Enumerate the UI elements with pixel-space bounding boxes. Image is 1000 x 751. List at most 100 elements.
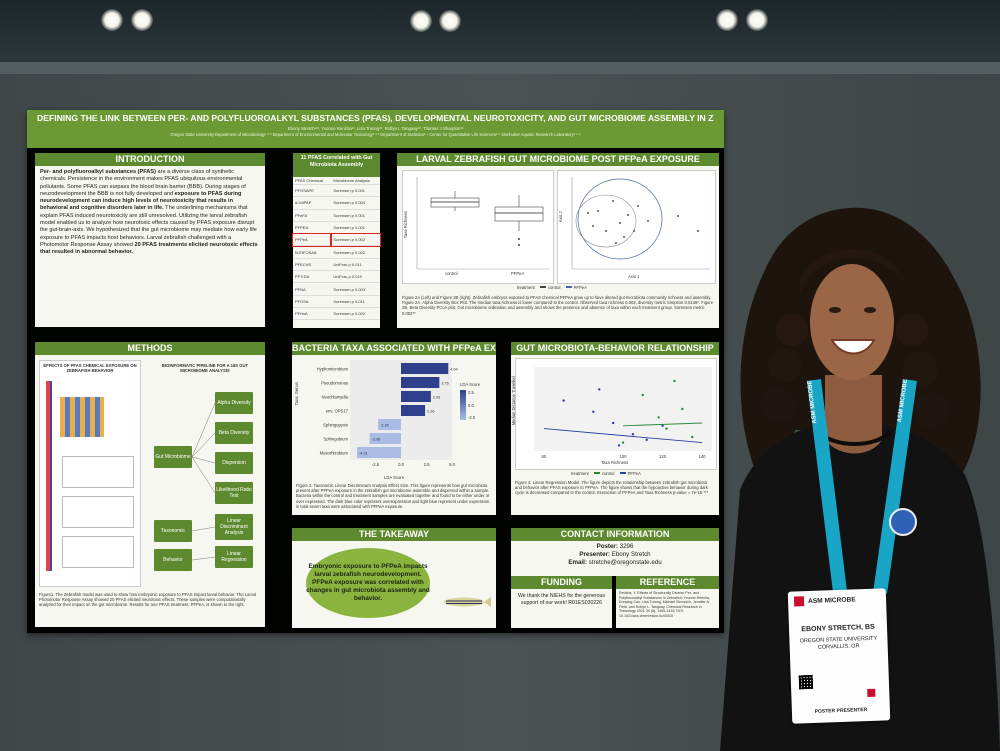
takeaway-header: THE TAKEAWAY <box>292 528 496 541</box>
regression-xlabel: Taxa Richness <box>601 460 629 465</box>
table-cell: Sorensen p 0.002 <box>331 307 380 321</box>
regression-point <box>657 416 660 419</box>
node-lda: Linear Discriminant Analysis <box>215 514 253 540</box>
lda-value-label: 3.76 <box>441 382 448 386</box>
funding-text: We thank the NIEHS for the generous supp… <box>518 593 605 606</box>
table-cell: PFPeA <box>291 232 333 248</box>
contact-email: stretche@oregonstate.edu <box>588 559 662 566</box>
boxplot-svg <box>416 177 549 270</box>
intro-text-2: The underlining mechanisms that explain … <box>40 205 257 248</box>
node-likelihood-ratio: Likelihood Ratio Test <box>215 482 253 504</box>
methods-panel: METHODS EFFECTS OF PFAS CHEMICAL EXPOSUR… <box>35 342 265 627</box>
zebrafish-icon <box>444 597 491 607</box>
regression-chart: 60 100 120 140 <box>515 358 717 470</box>
legend-control: control <box>547 285 561 290</box>
contact-body: Poster: 3296 Presenter: Ebony Stretch Em… <box>511 541 719 567</box>
poster-title: DEFINING THE LINK BETWEEN PER- AND POLYF… <box>37 113 714 123</box>
node-alpha-diversity: Alpha Diversity <box>215 392 253 414</box>
reference-header: REFERENCE <box>616 576 719 589</box>
pcoa-ylabel: Axis 2 <box>558 211 563 223</box>
lda-ylabel: Taxa: Genus <box>294 382 299 406</box>
regression-tick-label: 140 <box>699 454 707 459</box>
contact-email-label: Email: <box>568 559 587 566</box>
table-cell: Sorensen p 0.003 <box>331 282 380 296</box>
lda-bar <box>401 405 426 416</box>
table-cell: UniFrac p 0.011 <box>331 258 380 272</box>
larval-panel: LARVAL ZEBRAFISH GUT MICROBIOME POST PFP… <box>397 153 719 328</box>
lanyard-pin-icon <box>889 508 917 536</box>
table-cell: Sorensen p 0.011 <box>331 295 380 308</box>
gut-behavior-panel: GUT MICROBIOTA-BEHAVIOR RELATIONSHIP 60 1… <box>511 342 719 515</box>
gut-behavior-caption: Figure 4. Linear Regression Model. The f… <box>515 480 709 496</box>
box-control <box>430 197 480 208</box>
lda-category-label: Hyphomicrobium <box>317 367 349 372</box>
regression-point <box>562 399 565 402</box>
methods-caption: Figure1. The Zebrafish model was used to… <box>39 592 257 608</box>
table-cell: Sorensen p 0.001 <box>331 184 380 198</box>
table-row: PFOSA Sorensen p 0.011 <box>293 295 380 308</box>
qr-code-icon <box>798 674 814 690</box>
lda-bar <box>401 391 431 402</box>
lda-tick-label: 2.5 <box>424 462 430 467</box>
table-cell: Sorensen p 0.002 <box>330 232 381 248</box>
regression-point <box>621 441 625 444</box>
table-row: PFeFA Sorensen p 0.001 <box>293 209 380 222</box>
table-row: PFNA Sorensen p 0.003 <box>293 282 380 296</box>
contact-poster-label: Poster: <box>596 543 618 550</box>
table-row: PFOSAPE Sorensen p 0.001 <box>293 184 380 198</box>
pcoa-figure: Axis 2 Axis 1 <box>557 170 716 284</box>
badge-header: ASM MICROBE <box>788 588 886 607</box>
table-header-cell: Microbiome Analysis <box>331 177 380 185</box>
node-taxonomic: Taxonomic <box>154 520 192 542</box>
table-cell: Sorensen p 0.001 <box>331 209 380 222</box>
boxplot-xlabel-control: control <box>445 271 458 276</box>
regression-ylabel: Median Distance Travelled <box>511 376 516 426</box>
ceiling-light <box>131 9 153 31</box>
lda-legend-tick: 0.0 <box>468 403 474 408</box>
table-cell: UniFrac p 0.019 <box>331 270 380 284</box>
lda-tick-label: 5.0 <box>449 462 455 467</box>
intro-bold-1: Per- and polyfluoroalkyl substances (PFA… <box>40 169 156 175</box>
node-dispersion: Dispersion <box>215 452 253 474</box>
pfas-table-header: 11 PFAS Correlated with Gut Microbiota A… <box>293 153 380 177</box>
regression-legend: treatment control PFPeA <box>571 471 641 476</box>
lda-bar <box>369 433 401 444</box>
introduction-text: Per- and polyfluoroalkyl substances (PFA… <box>35 166 265 327</box>
contact-presenter: Ebony Stretch <box>611 551 651 558</box>
node-gut-microbiome: Gut Microbiome <box>154 446 192 468</box>
lda-value-label: 2.36 <box>427 410 434 414</box>
ellipse-pfpea <box>577 178 663 260</box>
regression-tick-label: 100 <box>620 454 628 459</box>
lda-category-label: Sphingobium <box>324 437 349 442</box>
table-cell: PFeFA <box>293 209 332 222</box>
lda-legend-title: LDA Score <box>460 382 481 387</box>
regression-point <box>598 388 601 391</box>
table-row: PFPeA Sorensen p 0.002 <box>291 232 381 248</box>
ceiling-light <box>439 10 461 32</box>
lda-legend-gradient <box>460 390 466 420</box>
boxplot-figure: Taxa Richness control PFPeA <box>402 170 554 284</box>
legend-pfpea: PFPeA <box>573 285 587 290</box>
badge-role: POSTER PRESENTER <box>814 707 868 715</box>
takeaway-panel: THE TAKEAWAY Embryonic exposure to PFPeA… <box>292 528 496 628</box>
regression-point <box>645 438 648 441</box>
badge-name: EBONY STRETCH, BS <box>801 623 875 634</box>
contact-panel: CONTACT INFORMATION Poster: 3296 Present… <box>511 528 719 576</box>
intro-bold-2: exposure to PFAS during neurodevelopment… <box>40 190 242 212</box>
larval-header: LARVAL ZEBRAFISH GUT MICROBIOME POST PFP… <box>397 153 719 166</box>
table-cell: Sorensen p 0.002 <box>331 245 380 259</box>
lda-legend-tick: 2.5 <box>468 390 474 395</box>
table-cell: PFTrDA <box>293 270 332 284</box>
lda-category-label: env. OPS17 <box>326 409 349 414</box>
legend-pfpea: PFPeA <box>627 471 641 476</box>
pfas-table-panel: 11 PFAS Correlated with Gut Microbiota A… <box>291 153 381 328</box>
larval-caption: Figure 2A (Left) and Figure 2B (right). … <box>402 295 714 316</box>
funding-header: FUNDING <box>511 576 612 589</box>
table-cell: PFECHS <box>293 258 332 272</box>
regression-point <box>661 424 664 427</box>
ceiling-light <box>746 9 768 31</box>
plate-figure <box>60 397 104 437</box>
node-beta-diversity: Beta Diversity <box>215 422 253 444</box>
node-behavior: Behavior <box>154 549 192 571</box>
larval-legend: treatment control PFPeA <box>517 285 587 290</box>
